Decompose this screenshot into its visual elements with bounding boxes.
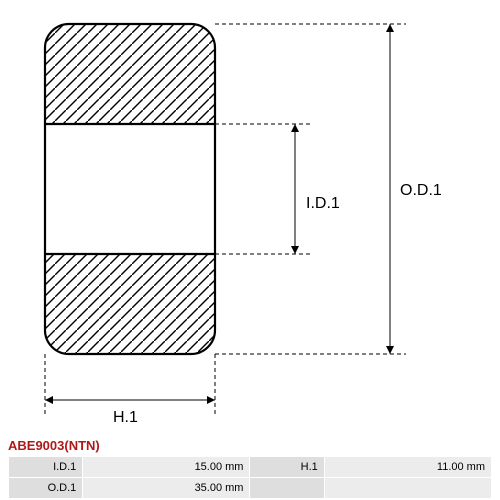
cell-label: H.1 xyxy=(250,457,324,478)
cell-value: 15.00 mm xyxy=(83,457,250,478)
cell-label: I.D.1 xyxy=(9,457,83,478)
hatch-bottom xyxy=(45,254,215,354)
table-row: I.D.1 15.00 mm H.1 11.00 mm xyxy=(9,457,492,478)
specs-table: I.D.1 15.00 mm H.1 11.00 mm O.D.1 35.00 … xyxy=(8,456,492,499)
product-title: ABE9003(NTN) xyxy=(8,438,100,453)
cell-value: 35.00 mm xyxy=(83,478,250,499)
id-label: I.D.1 xyxy=(306,195,340,212)
h-label: H.1 xyxy=(113,409,138,426)
od-label: O.D.1 xyxy=(400,182,442,199)
table-row: O.D.1 35.00 mm xyxy=(9,478,492,499)
bearing-diagram: O.D.1 I.D.1 H.1 xyxy=(0,0,500,438)
cell-label xyxy=(250,478,324,499)
cell-label: O.D.1 xyxy=(9,478,83,499)
hatch-top xyxy=(45,24,215,124)
cell-value: 11.00 mm xyxy=(324,457,491,478)
cell-value xyxy=(324,478,491,499)
page: O.D.1 I.D.1 H.1 ABE9003(NTN) I.D.1 15.00… xyxy=(0,0,500,500)
